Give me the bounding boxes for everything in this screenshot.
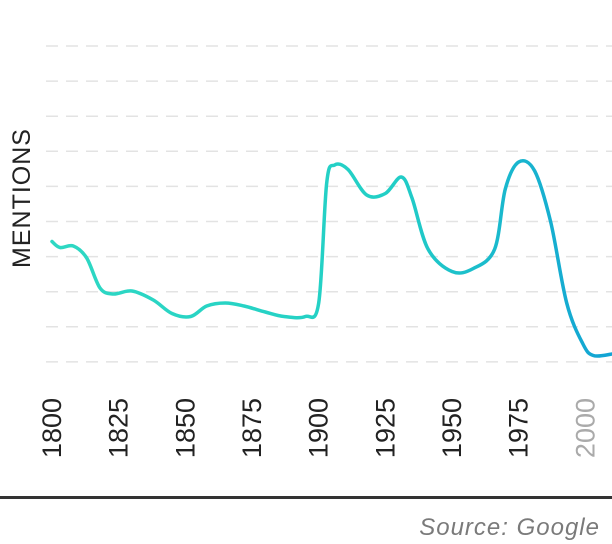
gridlines — [46, 45, 612, 363]
x-tick-label: 2000 — [570, 398, 600, 458]
series-line-group — [50, 158, 612, 358]
x-tick-label: 1900 — [304, 398, 334, 458]
x-tick-label: 1800 — [37, 398, 67, 458]
x-tick-label: 1825 — [104, 398, 134, 458]
x-tick-label: 1850 — [170, 398, 200, 458]
y-axis-label: MENTIONS — [8, 128, 36, 268]
x-tick-label: 1975 — [504, 398, 534, 458]
x-tick-label: 1950 — [437, 398, 467, 458]
x-axis-tick-labels: 1800 1825 1850 1875 1900 1925 1950 1975 2000 — [37, 398, 600, 458]
x-tick-label: 1925 — [370, 398, 400, 458]
x-tick-label: 1875 — [237, 398, 267, 458]
series-line — [50, 158, 612, 358]
source-note: Source: Google — [419, 514, 600, 541]
footer-divider — [0, 496, 612, 499]
